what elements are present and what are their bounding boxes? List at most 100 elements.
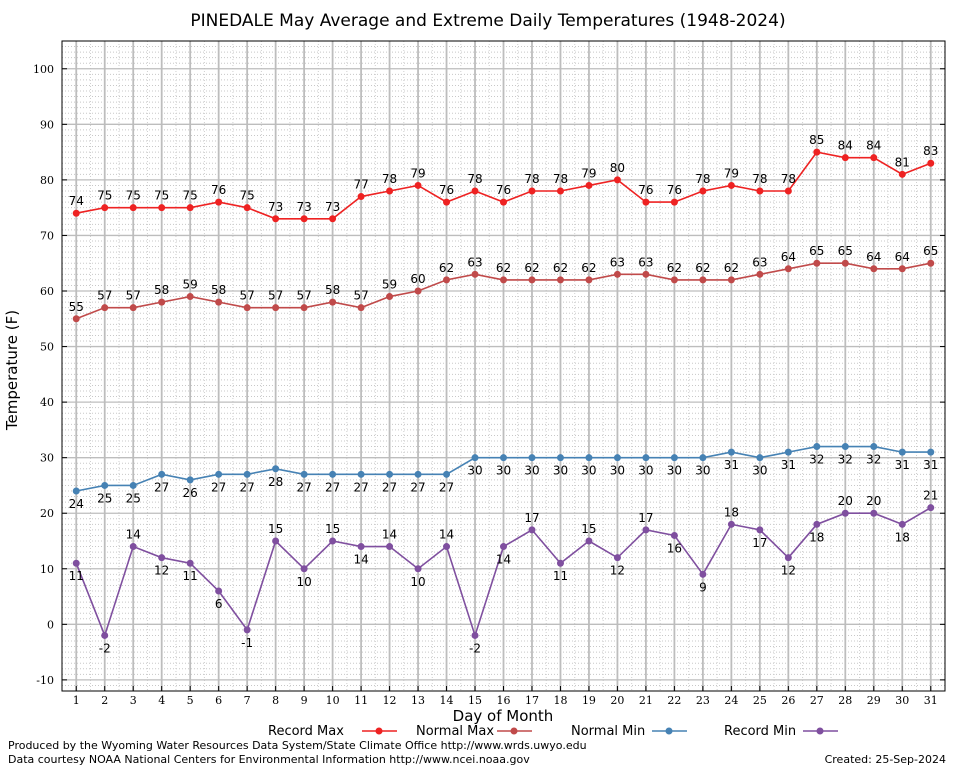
data-label: 20 [866,494,881,508]
data-label: 59 [183,278,198,292]
data-point [670,454,678,462]
y-tick-label: 50 [40,341,54,354]
data-point [272,215,280,223]
data-label: 30 [524,464,539,478]
data-point [500,543,507,551]
data-point [642,198,650,206]
data-point [756,454,764,462]
data-point [215,198,223,206]
data-label: 17 [524,511,539,525]
footer-produced-by: Produced by the Wyoming Water Resources … [8,739,587,752]
x-tick-label: 26 [781,694,795,707]
x-tick-label: 1 [73,694,80,707]
data-point [500,198,507,206]
x-tick-label: 31 [924,694,938,707]
legend-label: Normal Max [416,724,494,739]
data-label: 85 [809,133,824,147]
data-label: 77 [353,178,368,192]
data-label: 30 [752,464,767,478]
data-point [585,454,593,462]
data-label: 79 [581,166,596,180]
data-label: 9 [699,580,707,594]
data-label: 78 [524,172,539,186]
x-tick-label: 8 [272,694,279,707]
data-point [841,443,849,451]
data-label: 57 [126,289,141,303]
data-label: 60 [410,272,425,286]
data-label: 78 [553,172,568,186]
data-point [243,470,251,478]
data-label: 63 [752,255,767,269]
data-point [443,543,451,551]
data-label: 18 [809,530,824,544]
data-point [329,298,337,306]
data-point [300,565,308,573]
data-label: 27 [296,480,311,494]
data-point [613,176,621,184]
data-point [500,276,507,284]
data-label: 76 [496,183,511,197]
data-label: 11 [69,569,84,583]
data-point [870,265,878,273]
y-tick-label: 70 [40,229,54,242]
data-label: 27 [382,480,397,494]
x-axis-ticks: 1 2 3 4 5 6 7 8 9 10 11 12 13 14 15 16 17 18 19 20 21 22 23 24 2… [73,686,938,707]
y-tick-label: -10 [36,674,54,687]
data-point [727,520,735,528]
data-point [670,531,678,539]
data-label: 81 [895,155,910,169]
data-point [556,187,564,195]
x-tick-label: 5 [187,694,194,707]
data-label: 73 [325,200,340,214]
data-point [414,287,422,295]
data-point [784,265,792,273]
data-label: 62 [581,261,596,275]
data-point [386,470,394,478]
data-label: 78 [382,172,397,186]
x-tick-label: 4 [158,694,165,707]
y-tick-label: 80 [40,174,54,187]
data-point [471,631,479,639]
data-point [272,304,280,312]
data-label: 27 [325,480,340,494]
data-label: 18 [895,530,910,544]
data-point [471,187,479,195]
data-point [528,454,536,462]
legend-swatch-marker [510,727,518,735]
data-label: 57 [296,289,311,303]
data-label: 75 [126,189,141,203]
x-tick-label: 24 [724,694,738,707]
x-tick-label: 19 [582,694,596,707]
x-tick-label: 21 [639,694,653,707]
data-point [585,276,593,284]
data-point [101,204,109,212]
data-label: 30 [610,464,625,478]
grid [61,40,946,692]
legend: Record Max Normal Max Normal Min Record Min [268,724,838,739]
data-label: 84 [838,139,853,153]
y-tick-label: 100 [33,63,54,76]
x-tick-label: 18 [553,694,567,707]
data-label: 76 [638,183,653,197]
data-label: -1 [241,636,253,650]
data-point [414,470,422,478]
data-label: 32 [866,453,881,467]
data-point [414,565,422,573]
data-label: 75 [97,189,112,203]
data-label: 27 [154,480,169,494]
data-label: 26 [183,486,198,500]
x-tick-label: 28 [838,694,852,707]
data-point [357,543,365,551]
y-axis-ticks: -10 0 10 20 30 40 50 60 70 80 90 100 [33,63,945,687]
x-tick-label: 15 [468,694,482,707]
x-tick-label: 6 [215,694,222,707]
data-point [927,159,935,167]
data-point [699,187,707,195]
data-label: 12 [154,564,169,578]
data-label: 14 [496,553,511,567]
data-label: 75 [154,189,169,203]
legend-swatch-marker [375,727,383,735]
data-label: 30 [467,464,482,478]
x-tick-label: 17 [525,694,539,707]
